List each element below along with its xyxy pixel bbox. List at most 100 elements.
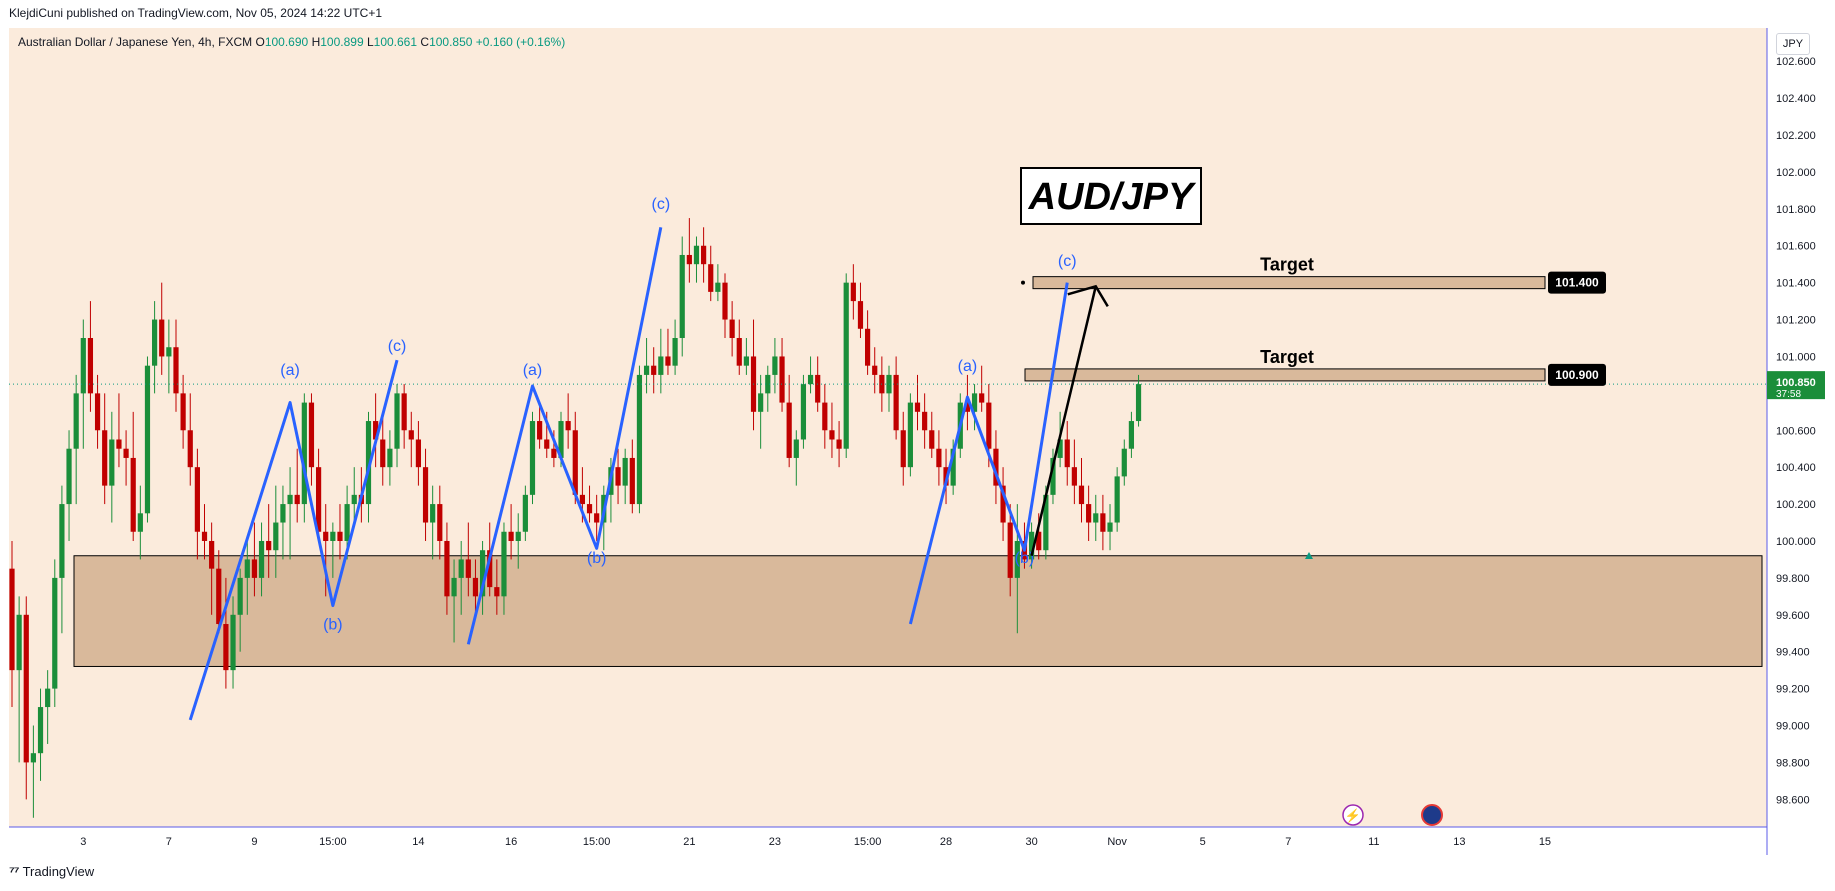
candle [401,393,407,431]
footer-brand[interactable]: ⁷⁷ TradingView [9,863,94,879]
candle [315,467,322,532]
candle [708,264,714,292]
candle [173,347,179,394]
y-tick-label: 101.200 [1776,315,1816,327]
candle [572,430,578,495]
y-tick-label: 100.200 [1776,499,1816,511]
candle [907,402,913,468]
candle [529,421,536,495]
candle [180,393,186,431]
candle [936,448,942,468]
candle [786,402,792,458]
candle [1100,513,1106,532]
open-value: 100.690 [264,35,309,49]
candle [594,513,600,523]
wave-path-1 [188,359,399,721]
wave-label: (a) [280,362,300,379]
candle [365,421,372,505]
candle [487,550,493,588]
wave-label: (b) [587,550,607,567]
candle [1050,457,1056,495]
candle [1007,522,1013,578]
target-price-badge-2 [1548,363,1606,386]
wave-path-2 [466,226,663,645]
candle [1036,531,1042,551]
candle [80,338,86,394]
candle [230,614,236,671]
anchor-dot [1021,280,1025,285]
y-tick-label: 101.800 [1776,204,1816,216]
candle [993,448,999,486]
chart-title: AUD/JPY [1028,176,1197,218]
candle [337,531,343,541]
candle [422,467,429,523]
x-tick-label: 15:00 [319,836,347,848]
candle [30,753,36,763]
candle [1114,476,1120,523]
candle [565,421,571,431]
brand-name: TradingView [22,863,95,879]
candle [437,504,443,541]
x-tick-label: 9 [251,836,257,848]
candle [494,587,500,597]
candle [479,550,486,597]
x-tick-label: 3 [80,836,86,848]
candle [123,448,129,458]
x-tick-label: 28 [940,836,952,848]
candle [508,531,514,541]
y-tick-label: 99.800 [1776,573,1810,585]
x-tick-label: 5 [1200,836,1206,848]
candle [701,245,707,265]
open-label: O [255,35,265,49]
candle [380,439,386,468]
candle [929,430,935,449]
candle [73,393,79,449]
candle [551,448,557,458]
y-tick-label: 98.600 [1776,794,1810,806]
candle [1028,531,1035,560]
candle [765,374,771,394]
y-tick-label: 100.000 [1776,536,1816,548]
candle [914,402,921,412]
candle [301,402,307,505]
countdown-text: 37:58 [1776,389,1801,400]
candle [586,504,593,514]
currency-button[interactable]: JPY [1776,33,1810,55]
candle [144,365,151,514]
y-tick-label: 101.600 [1776,241,1816,253]
candle [979,393,985,403]
candle [9,568,15,671]
y-tick-label: 99.600 [1776,610,1810,622]
candle [152,319,158,366]
low-value: 100.661 [373,35,418,49]
high-value: 100.899 [320,35,364,49]
candle [1107,522,1113,532]
wave-path-3 [908,282,1069,625]
x-tick-label: 21 [683,836,695,848]
candle [1086,504,1092,523]
price-axis[interactable] [1767,28,1835,827]
candle [629,457,635,505]
x-tick-label: 13 [1453,836,1465,848]
projection-arrow [1030,286,1097,557]
candle [451,577,457,597]
candle [294,494,300,505]
x-tick-label: 23 [769,836,781,848]
candle [1043,494,1049,551]
wave-label: (b) [1015,550,1035,567]
candle [23,614,29,763]
candle [394,393,400,449]
candle [465,559,471,578]
candle [287,494,293,505]
candle [1078,485,1085,505]
x-tick-label: 15:00 [583,836,611,848]
candle [544,439,550,449]
candle [472,577,479,597]
candle [1121,448,1127,477]
candle [194,467,200,532]
candle [843,282,849,449]
y-tick-label: 99.000 [1776,721,1810,733]
candle [900,430,906,468]
wave-label: (b) [323,617,343,634]
